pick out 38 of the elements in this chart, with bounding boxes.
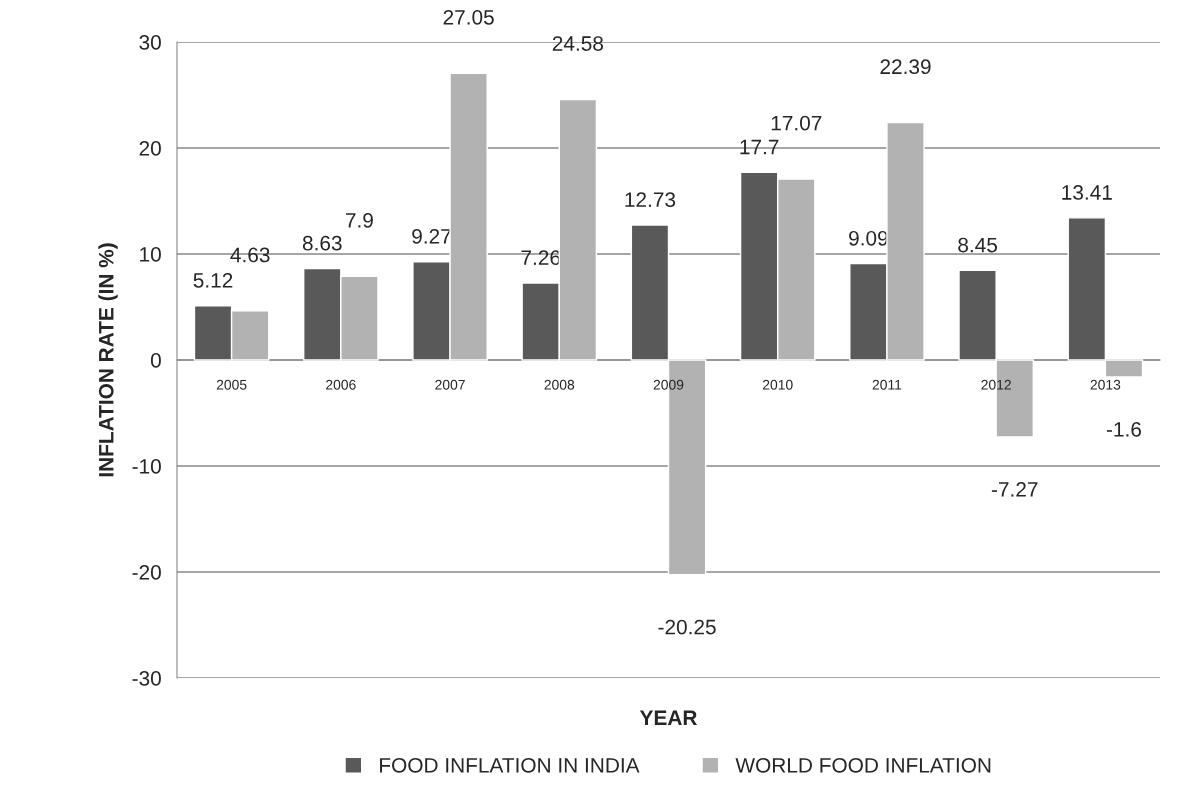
x-tick-label: 2005 xyxy=(216,379,247,390)
y-tick-label: 30 xyxy=(139,35,161,50)
x-tick-label: 2007 xyxy=(435,379,465,390)
data-label: 7.26 xyxy=(521,250,561,266)
data-label: 27.05 xyxy=(443,9,494,25)
x-tick-label: 2011 xyxy=(872,379,902,390)
x-tick-label: 2006 xyxy=(326,379,356,390)
x-tick-label: 2008 xyxy=(544,379,575,390)
data-label: -20.25 xyxy=(658,619,716,635)
legend-label: WORLD FOOD INFLATION xyxy=(735,757,991,773)
x-tick-label: 2009 xyxy=(653,379,684,390)
x-tick-label: 2012 xyxy=(981,379,1011,390)
data-label: -7.27 xyxy=(991,482,1038,497)
x-tick-label: 2013 xyxy=(1090,379,1121,390)
data-label: 5.12 xyxy=(193,272,233,288)
x-tick-label: 2010 xyxy=(762,379,793,390)
legend-label: FOOD INFLATION IN INDIA xyxy=(380,757,640,773)
data-label: 9.27 xyxy=(412,228,451,244)
data-label: 22.39 xyxy=(880,59,931,75)
data-label: 12.73 xyxy=(625,192,676,208)
data-label: 4.63 xyxy=(230,247,270,263)
y-tick-label: -10 xyxy=(132,459,161,474)
y-axis-title: INFLATION RATE (IN %) xyxy=(98,243,118,477)
data-label: 13.41 xyxy=(1062,185,1112,200)
y-tick-label: -20 xyxy=(132,565,161,580)
data-label: 17.7 xyxy=(740,139,779,155)
data-label: 9.09 xyxy=(849,230,888,246)
y-tick-label: 0 xyxy=(150,353,161,368)
y-tick-label: -30 xyxy=(132,671,161,686)
data-label: 24.58 xyxy=(552,36,604,51)
data-label: 8.63 xyxy=(302,235,342,251)
y-tick-label: 20 xyxy=(139,141,161,156)
data-label: 8.45 xyxy=(958,237,997,253)
data-label: -1.6 xyxy=(1106,421,1141,437)
data-label: 17.07 xyxy=(771,115,822,131)
x-axis-title: YEAR xyxy=(639,710,698,725)
y-tick-label: 10 xyxy=(140,247,161,262)
data-label: 7.9 xyxy=(345,212,373,228)
